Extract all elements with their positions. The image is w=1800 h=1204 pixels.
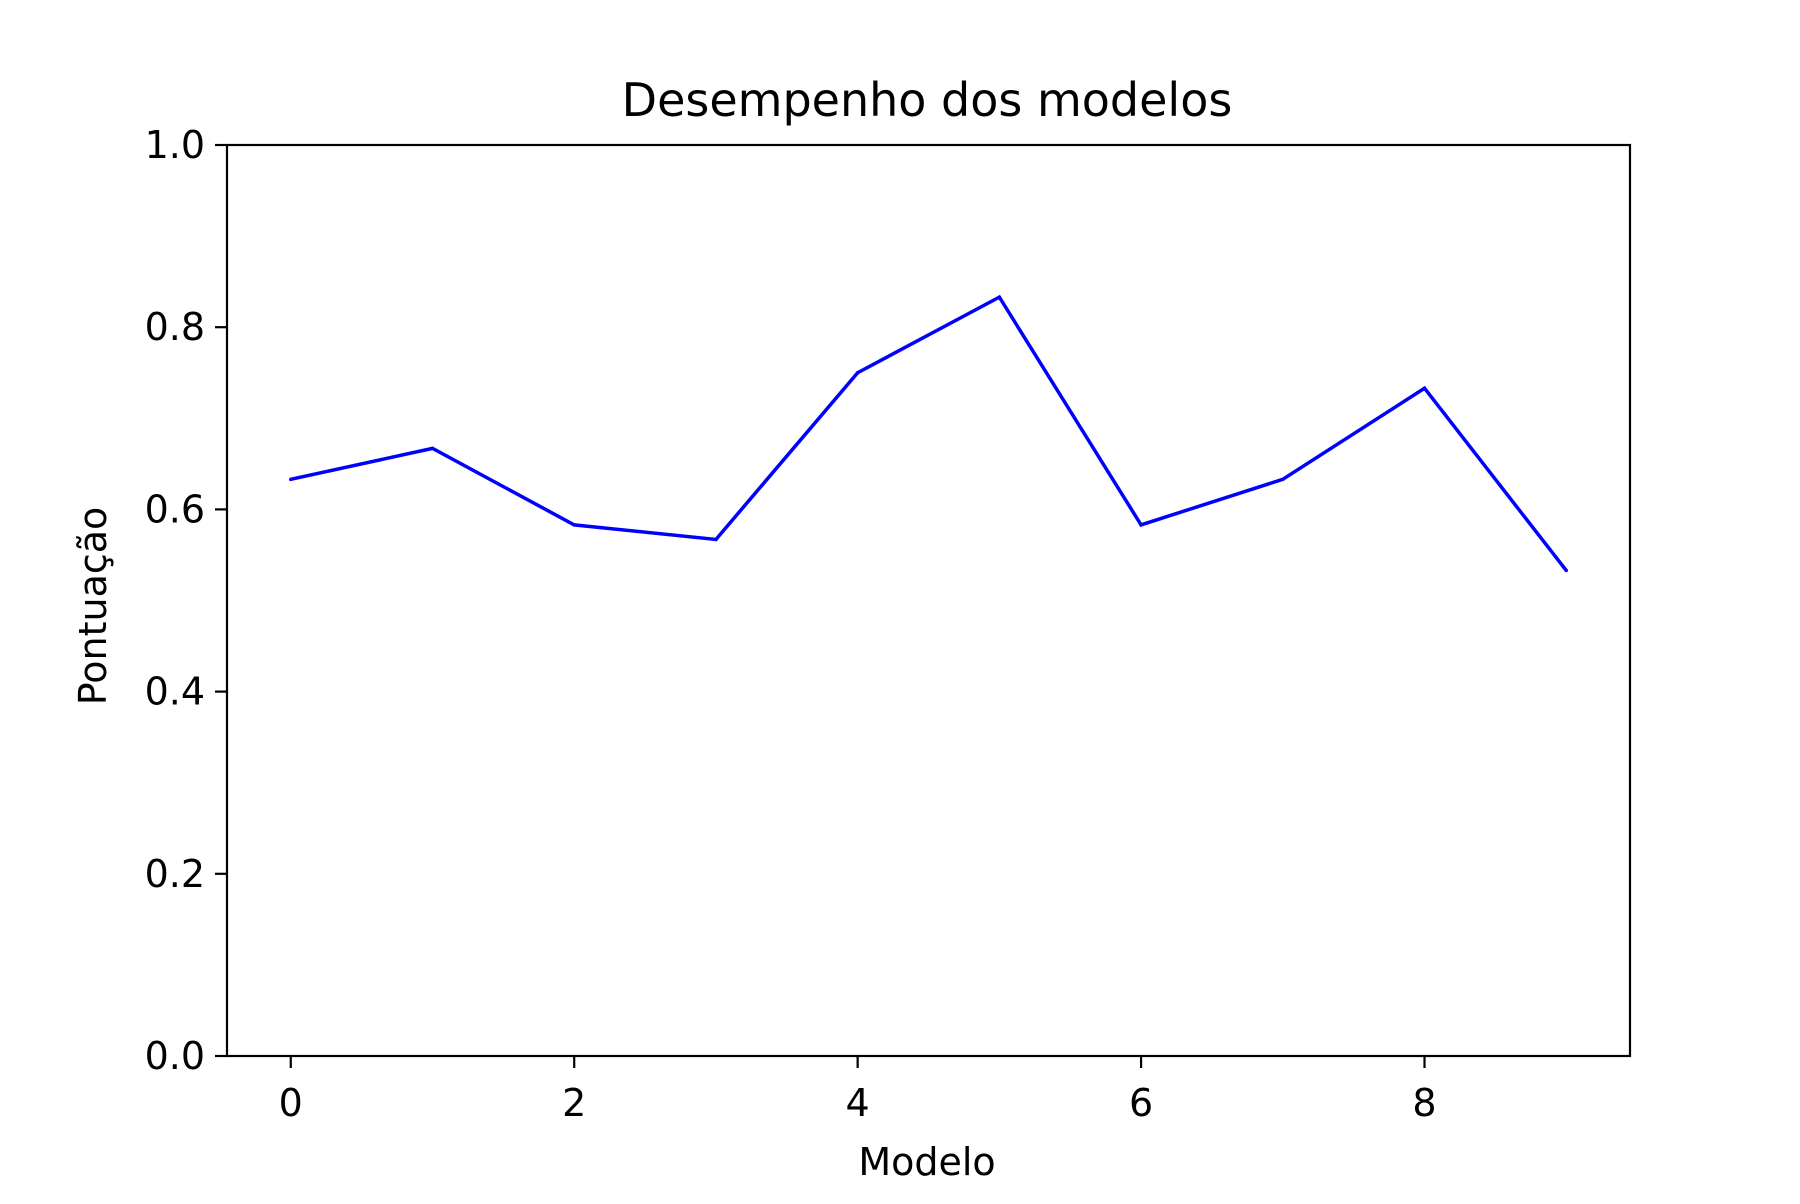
data-point [1422, 386, 1427, 390]
plot-frame [225, 143, 1632, 1058]
data-point [572, 523, 576, 527]
data-point [855, 371, 860, 375]
data-point [1281, 477, 1285, 482]
y-axis-ticks: 0.0 0.2 0.4 0.6 0.8 1.0 [145, 123, 227, 1078]
x-tick-label: 8 [1412, 1081, 1436, 1125]
data-point [1139, 523, 1143, 527]
x-tick-label: 0 [279, 1081, 303, 1125]
y-tick-label: 0.4 [145, 670, 205, 714]
y-tick-label: 0.6 [145, 487, 205, 531]
y-tick-label: 0.0 [145, 1034, 205, 1078]
data-point [430, 446, 435, 451]
plot-area [225, 143, 1632, 1058]
y-tick-label: 0.2 [145, 852, 205, 896]
data-point [714, 537, 718, 542]
series-layer [289, 294, 1568, 573]
y-axis-label: Pontuação [71, 507, 115, 706]
x-tick-label: 6 [1129, 1081, 1153, 1125]
data-point [997, 295, 1002, 299]
x-axis-ticks: 0 2 4 6 8 [279, 1056, 1437, 1125]
data-point [1564, 568, 1568, 573]
x-tick-label: 4 [846, 1081, 870, 1125]
x-axis-label: Modelo [858, 1140, 995, 1184]
series-line [290, 294, 1568, 572]
x-tick-label: 2 [562, 1081, 586, 1125]
chart-title: Desempenho dos modelos [622, 73, 1233, 127]
y-tick-label: 0.8 [145, 305, 205, 349]
y-tick-label: 1.0 [145, 123, 205, 167]
data-point [289, 477, 293, 482]
